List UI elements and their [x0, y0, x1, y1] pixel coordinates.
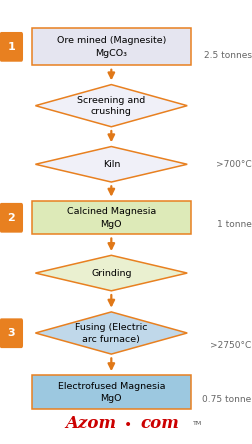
Text: 1: 1: [8, 42, 15, 52]
FancyBboxPatch shape: [32, 201, 190, 234]
Text: MgCO₃: MgCO₃: [95, 49, 127, 58]
Text: Electrofused Magnesia: Electrofused Magnesia: [57, 382, 164, 391]
Text: Fusing (Electric: Fusing (Electric: [75, 323, 147, 332]
Text: Grinding: Grinding: [91, 269, 131, 278]
Text: •: •: [123, 417, 131, 432]
Text: MgO: MgO: [100, 394, 121, 403]
FancyBboxPatch shape: [0, 32, 23, 62]
Text: Calcined Magnesia: Calcined Magnesia: [67, 207, 155, 216]
FancyBboxPatch shape: [0, 203, 23, 233]
FancyBboxPatch shape: [0, 318, 23, 348]
Text: MgO: MgO: [100, 220, 121, 229]
Text: arc furnace): arc furnace): [82, 335, 140, 344]
Polygon shape: [35, 84, 186, 127]
Text: 0.75 tonne: 0.75 tonne: [202, 395, 251, 404]
Text: Azom: Azom: [65, 415, 116, 432]
Text: >2750°C: >2750°C: [210, 341, 251, 350]
FancyBboxPatch shape: [32, 28, 190, 66]
Text: >700°C: >700°C: [215, 160, 251, 169]
Text: 3: 3: [8, 328, 15, 338]
FancyBboxPatch shape: [32, 375, 190, 408]
Polygon shape: [35, 312, 186, 354]
Text: TM: TM: [192, 421, 201, 426]
Polygon shape: [35, 255, 186, 291]
Text: crushing: crushing: [90, 107, 131, 116]
Text: Ore mined (Magnesite): Ore mined (Magnesite): [56, 36, 165, 45]
Text: 1 tonne: 1 tonne: [216, 220, 251, 229]
Polygon shape: [35, 147, 186, 182]
Text: 2: 2: [8, 213, 15, 222]
Text: Kiln: Kiln: [102, 160, 119, 169]
Text: Screening and: Screening and: [77, 96, 145, 105]
Text: 2.5 tonnes: 2.5 tonnes: [203, 51, 251, 60]
Text: com: com: [139, 415, 178, 432]
